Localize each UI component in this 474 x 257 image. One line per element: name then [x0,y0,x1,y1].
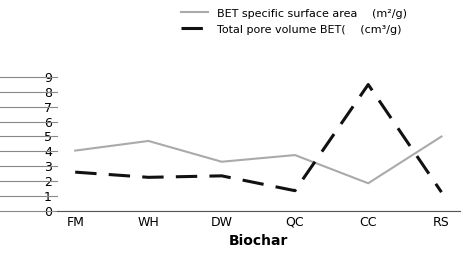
X-axis label: Biochar: Biochar [228,234,288,248]
Legend: BET specific surface area  (m²/g), Total pore volume BET(  (cm³/g): BET specific surface area (m²/g), Total … [178,6,410,37]
